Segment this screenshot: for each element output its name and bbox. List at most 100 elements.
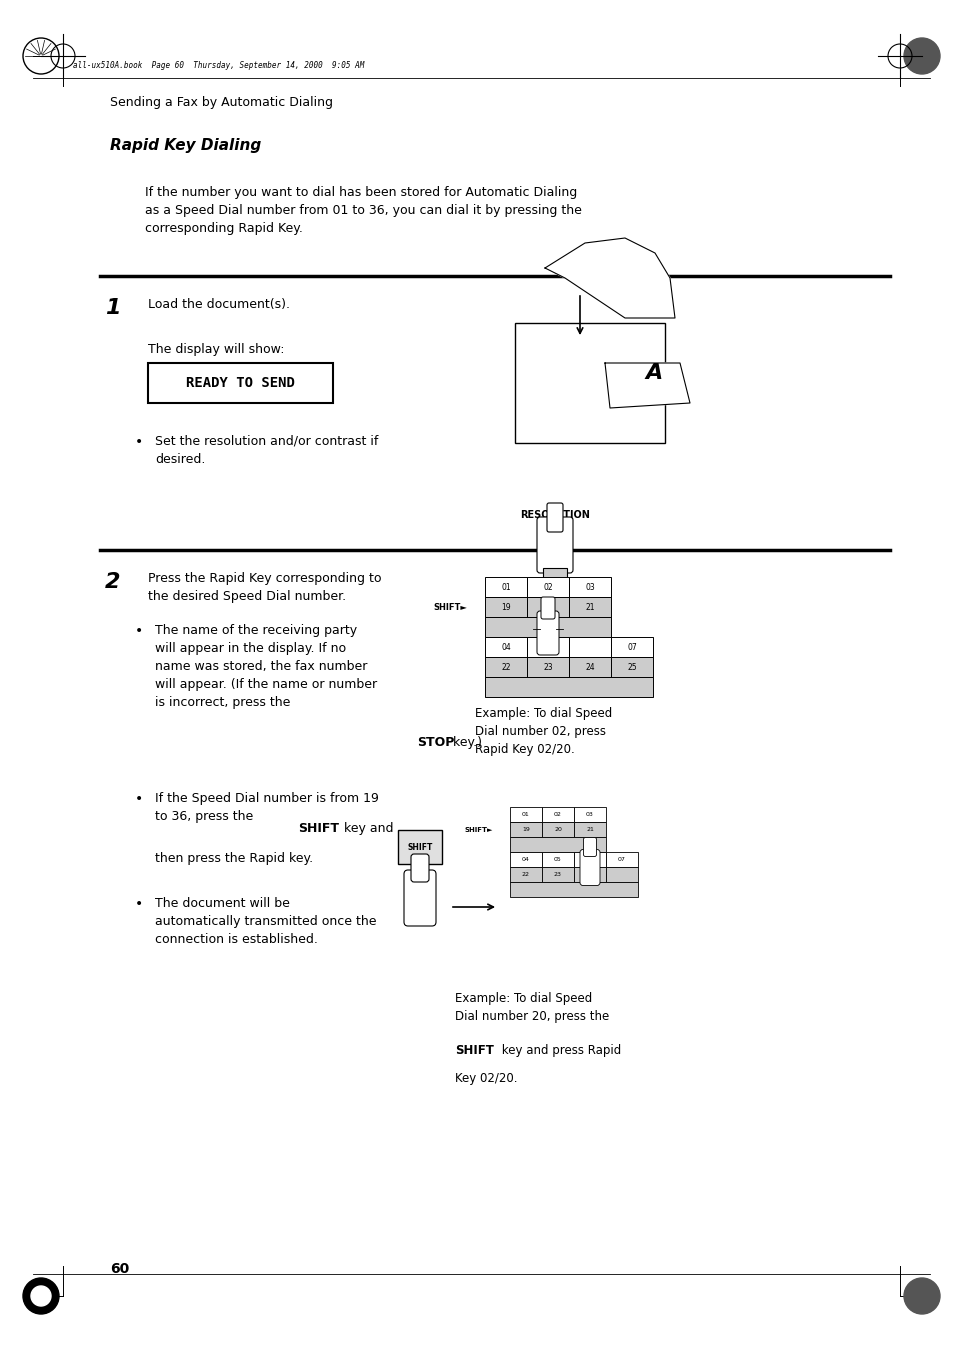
Text: 20: 20 xyxy=(542,603,552,612)
Text: then press the Rapid key.: then press the Rapid key. xyxy=(154,852,313,865)
FancyBboxPatch shape xyxy=(148,363,333,403)
Text: SHIFT►: SHIFT► xyxy=(433,603,466,612)
Bar xyxy=(574,867,605,882)
Text: 02: 02 xyxy=(554,812,561,817)
FancyBboxPatch shape xyxy=(546,503,562,532)
Text: 02: 02 xyxy=(542,582,552,592)
Circle shape xyxy=(903,1278,939,1315)
Text: Key 02/20.: Key 02/20. xyxy=(455,1071,517,1085)
Text: The name of the receiving party
will appear in the display. If no
name was store: The name of the receiving party will app… xyxy=(154,624,376,709)
Text: Load the document(s).: Load the document(s). xyxy=(148,299,290,311)
Text: 05: 05 xyxy=(554,857,561,862)
FancyBboxPatch shape xyxy=(583,838,596,857)
Text: SHIFT►: SHIFT► xyxy=(464,827,493,832)
Text: Rapid Key Dialing: Rapid Key Dialing xyxy=(110,138,261,153)
Text: 23: 23 xyxy=(542,662,552,671)
Bar xyxy=(568,597,610,617)
Bar xyxy=(541,821,574,838)
Bar xyxy=(484,577,526,597)
Text: 2: 2 xyxy=(105,571,120,592)
Bar xyxy=(526,577,568,597)
Text: 19: 19 xyxy=(521,827,529,832)
Text: 22: 22 xyxy=(500,662,510,671)
Text: The display will show:: The display will show: xyxy=(148,343,284,357)
Text: 03: 03 xyxy=(584,582,595,592)
Text: RESOLUTION: RESOLUTION xyxy=(519,509,589,520)
Bar xyxy=(526,597,568,617)
FancyBboxPatch shape xyxy=(579,850,599,885)
Bar xyxy=(510,838,605,852)
Text: STOP: STOP xyxy=(416,736,454,748)
Bar xyxy=(484,597,526,617)
FancyBboxPatch shape xyxy=(403,870,436,925)
Polygon shape xyxy=(604,363,689,408)
Bar xyxy=(541,807,574,821)
Text: 07: 07 xyxy=(618,857,625,862)
Text: 03: 03 xyxy=(585,812,594,817)
Text: If the Speed Dial number is from 19
to 36, press the: If the Speed Dial number is from 19 to 3… xyxy=(154,792,378,823)
Bar xyxy=(484,617,610,638)
Bar xyxy=(568,657,610,677)
Text: 04: 04 xyxy=(500,643,511,651)
Text: all-ux510A.book  Page 60  Thursday, September 14, 2000  9:05 AM: all-ux510A.book Page 60 Thursday, Septem… xyxy=(73,61,364,70)
Text: 19: 19 xyxy=(500,603,510,612)
Text: 23: 23 xyxy=(554,871,561,877)
Bar xyxy=(605,852,638,867)
Bar xyxy=(574,821,605,838)
Text: Sending a Fax by Automatic Dialing: Sending a Fax by Automatic Dialing xyxy=(110,96,333,109)
Bar xyxy=(484,657,526,677)
FancyBboxPatch shape xyxy=(411,854,429,882)
Text: key and: key and xyxy=(339,821,393,835)
Text: •: • xyxy=(135,897,143,911)
Bar xyxy=(574,807,605,821)
Text: •: • xyxy=(135,435,143,449)
Text: 01: 01 xyxy=(521,812,529,817)
Text: Set the resolution and/or contrast if
desired.: Set the resolution and/or contrast if de… xyxy=(154,435,378,466)
Polygon shape xyxy=(544,238,675,317)
Bar xyxy=(510,821,541,838)
Bar xyxy=(568,638,610,657)
Text: 60: 60 xyxy=(110,1262,129,1275)
Text: A: A xyxy=(644,363,661,382)
Bar xyxy=(610,638,652,657)
Bar xyxy=(484,638,526,657)
Text: 05: 05 xyxy=(542,643,553,651)
Bar xyxy=(610,657,652,677)
FancyBboxPatch shape xyxy=(397,830,441,865)
Bar xyxy=(541,867,574,882)
Text: 20: 20 xyxy=(554,827,561,832)
Text: If the number you want to dial has been stored for Automatic Dialing
as a Speed : If the number you want to dial has been … xyxy=(145,186,581,235)
Circle shape xyxy=(30,1286,51,1306)
Bar xyxy=(484,677,652,697)
Text: •: • xyxy=(135,792,143,807)
FancyBboxPatch shape xyxy=(537,611,558,655)
Text: The document will be
automatically transmitted once the
connection is establishe: The document will be automatically trans… xyxy=(154,897,376,946)
Text: •: • xyxy=(135,624,143,638)
Text: 25: 25 xyxy=(626,662,637,671)
FancyBboxPatch shape xyxy=(537,517,573,573)
Text: 21: 21 xyxy=(584,603,594,612)
FancyBboxPatch shape xyxy=(542,567,566,580)
Bar xyxy=(510,882,638,897)
Text: 1: 1 xyxy=(105,299,120,317)
Text: SHIFT: SHIFT xyxy=(455,1044,494,1056)
Text: 21: 21 xyxy=(585,827,594,832)
Text: 07: 07 xyxy=(626,643,637,651)
Text: 04: 04 xyxy=(521,857,529,862)
Text: 24: 24 xyxy=(584,662,594,671)
Text: SHIFT: SHIFT xyxy=(407,843,433,851)
Text: Example: To dial Speed
Dial number 02, press
Rapid Key 02/20.: Example: To dial Speed Dial number 02, p… xyxy=(475,707,612,757)
FancyBboxPatch shape xyxy=(515,323,664,443)
Text: Example: To dial Speed
Dial number 20, press the: Example: To dial Speed Dial number 20, p… xyxy=(455,992,609,1023)
Text: key and press Rapid: key and press Rapid xyxy=(497,1044,620,1056)
Text: Press the Rapid Key corresponding to
the desired Speed Dial number.: Press the Rapid Key corresponding to the… xyxy=(148,571,381,603)
Circle shape xyxy=(903,38,939,74)
Text: 22: 22 xyxy=(521,871,530,877)
Bar xyxy=(574,852,605,867)
Text: key.): key.) xyxy=(449,736,481,748)
Text: READY TO SEND: READY TO SEND xyxy=(186,376,294,390)
Bar xyxy=(510,852,541,867)
Bar xyxy=(510,867,541,882)
Circle shape xyxy=(23,1278,59,1315)
Bar xyxy=(526,657,568,677)
